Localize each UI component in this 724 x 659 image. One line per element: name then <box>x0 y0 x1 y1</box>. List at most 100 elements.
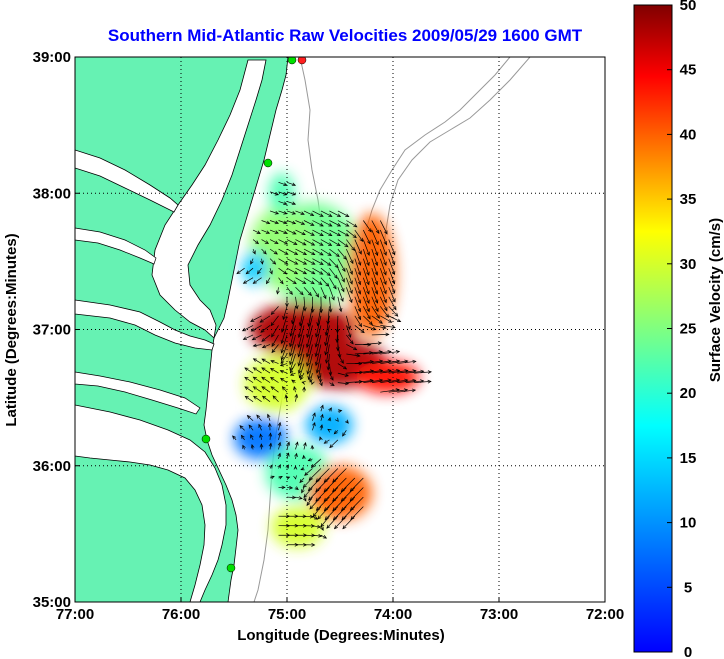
velocity-arrow <box>337 210 349 217</box>
velocity-arrow-head <box>274 230 279 234</box>
velocity-arrow-head <box>374 261 379 267</box>
velocity-arrow <box>286 182 296 186</box>
velocity-arrow <box>269 220 279 224</box>
velocity-arrow-head <box>337 353 342 359</box>
velocity-arrow-head <box>336 242 341 247</box>
shelf-break-contour <box>381 57 531 261</box>
velocity-arrow-head <box>268 432 273 437</box>
velocity-arrow <box>253 376 262 383</box>
velocity-arrow <box>320 239 332 246</box>
velocity-arrow <box>309 496 322 510</box>
velocity-arrow-head <box>353 346 358 351</box>
velocity-arrow-head <box>269 464 273 469</box>
velocity-arrow <box>285 394 288 402</box>
velocity-arrow <box>303 487 313 498</box>
velocity-arrow-head <box>260 328 265 333</box>
velocity-arrow <box>414 371 432 374</box>
velocity-arrow <box>298 353 305 374</box>
y-tick-label: 35:00 <box>33 594 71 611</box>
velocity-arrow <box>354 248 361 266</box>
velocity-arrow <box>346 229 357 238</box>
velocity-arrow-head <box>264 240 270 244</box>
velocity-arrow-head <box>244 376 249 381</box>
velocity-arrow <box>243 334 254 340</box>
velocity-arrow <box>258 424 262 431</box>
velocity-arrow-head <box>315 333 319 338</box>
velocity-arrow-head <box>266 220 271 225</box>
velocity-arrow-head <box>252 280 257 284</box>
velocity-arrow-head <box>375 307 379 313</box>
velocity-arrow-head <box>315 293 320 298</box>
velocity-arrow-head <box>257 270 261 275</box>
velocity-arrow <box>380 360 400 364</box>
velocity-arrow <box>250 434 254 441</box>
velocity-arrow <box>312 412 316 421</box>
velocity-arrow-head <box>282 315 286 321</box>
velocity-arrow <box>278 182 287 186</box>
velocity-arrow-head <box>300 376 304 381</box>
velocity-arrow-head <box>349 289 353 295</box>
velocity-arrow-head <box>297 333 302 339</box>
velocity-arrow <box>332 468 347 483</box>
velocity-arrow-head <box>274 211 280 215</box>
velocity-arrow-head <box>366 281 370 286</box>
velocity-arrow-head <box>367 315 371 320</box>
x-axis-ticks: 77:00 76:00 75:00 74:00 73:00 72:00 <box>56 597 624 623</box>
velocity-arrow-head <box>291 201 297 206</box>
velocity-arrow <box>332 477 347 492</box>
radar-station-marker <box>201 434 211 444</box>
velocity-arrow <box>380 325 396 328</box>
velocity-arrow-head <box>366 271 370 276</box>
velocity-arrow-head <box>376 314 380 319</box>
velocity-arrow <box>337 382 349 385</box>
y-tick-label: 36:00 <box>33 458 71 475</box>
velocity-arrow <box>289 344 296 365</box>
speed-region <box>348 213 396 337</box>
velocity-arrow <box>278 432 281 440</box>
velocity-arrow <box>244 376 254 383</box>
velocity-arrow-head <box>289 290 293 295</box>
velocity-arrow <box>270 368 279 374</box>
velocity-arrow <box>289 363 296 374</box>
velocity-arrow <box>354 352 373 355</box>
velocity-arrow-head <box>324 351 328 356</box>
velocity-arrow-head <box>328 232 333 237</box>
velocity-arrow-head <box>297 362 302 367</box>
velocity-arrow <box>354 325 365 333</box>
velocity-arrow-head <box>297 369 302 375</box>
velocity-arrow-head <box>383 290 387 295</box>
velocity-arrow-head <box>259 443 264 448</box>
velocity-arrow <box>326 515 339 529</box>
velocity-arrow <box>371 334 389 336</box>
velocity-arrow <box>320 267 331 276</box>
velocity-arrow-head <box>305 343 310 349</box>
velocity-arrow-head <box>302 280 307 284</box>
velocity-arrow-head <box>359 237 364 242</box>
velocity-arrow-head <box>349 280 353 285</box>
velocity-arrow-head <box>302 483 307 488</box>
velocity-arrow-head <box>261 367 266 371</box>
velocity-arrow <box>380 389 400 393</box>
velocity-arrow-head <box>391 289 396 294</box>
velocity-arrow-head <box>283 201 288 205</box>
velocity-arrow-head <box>367 228 372 233</box>
velocity-arrow <box>316 496 330 511</box>
velocity-arrow <box>312 422 316 431</box>
radar-station-marker <box>287 57 297 65</box>
velocity-arrow-head <box>252 343 257 348</box>
velocity-arrow <box>329 439 339 448</box>
velocity-arrow-head <box>289 360 293 366</box>
velocity-arrow <box>278 258 288 265</box>
velocity-arrow <box>329 258 339 268</box>
velocity-arrow <box>290 372 296 376</box>
velocity-arrow <box>333 506 347 521</box>
velocity-arrow-head <box>328 407 332 412</box>
velocity-arrow-head <box>349 340 354 345</box>
velocity-arrow-head <box>310 464 315 468</box>
velocity-arrow <box>380 370 400 374</box>
velocity-arrow <box>341 477 356 492</box>
velocity-arrow-head <box>307 322 311 328</box>
velocity-arrow-head <box>241 327 247 332</box>
velocity-arrow <box>350 496 364 511</box>
